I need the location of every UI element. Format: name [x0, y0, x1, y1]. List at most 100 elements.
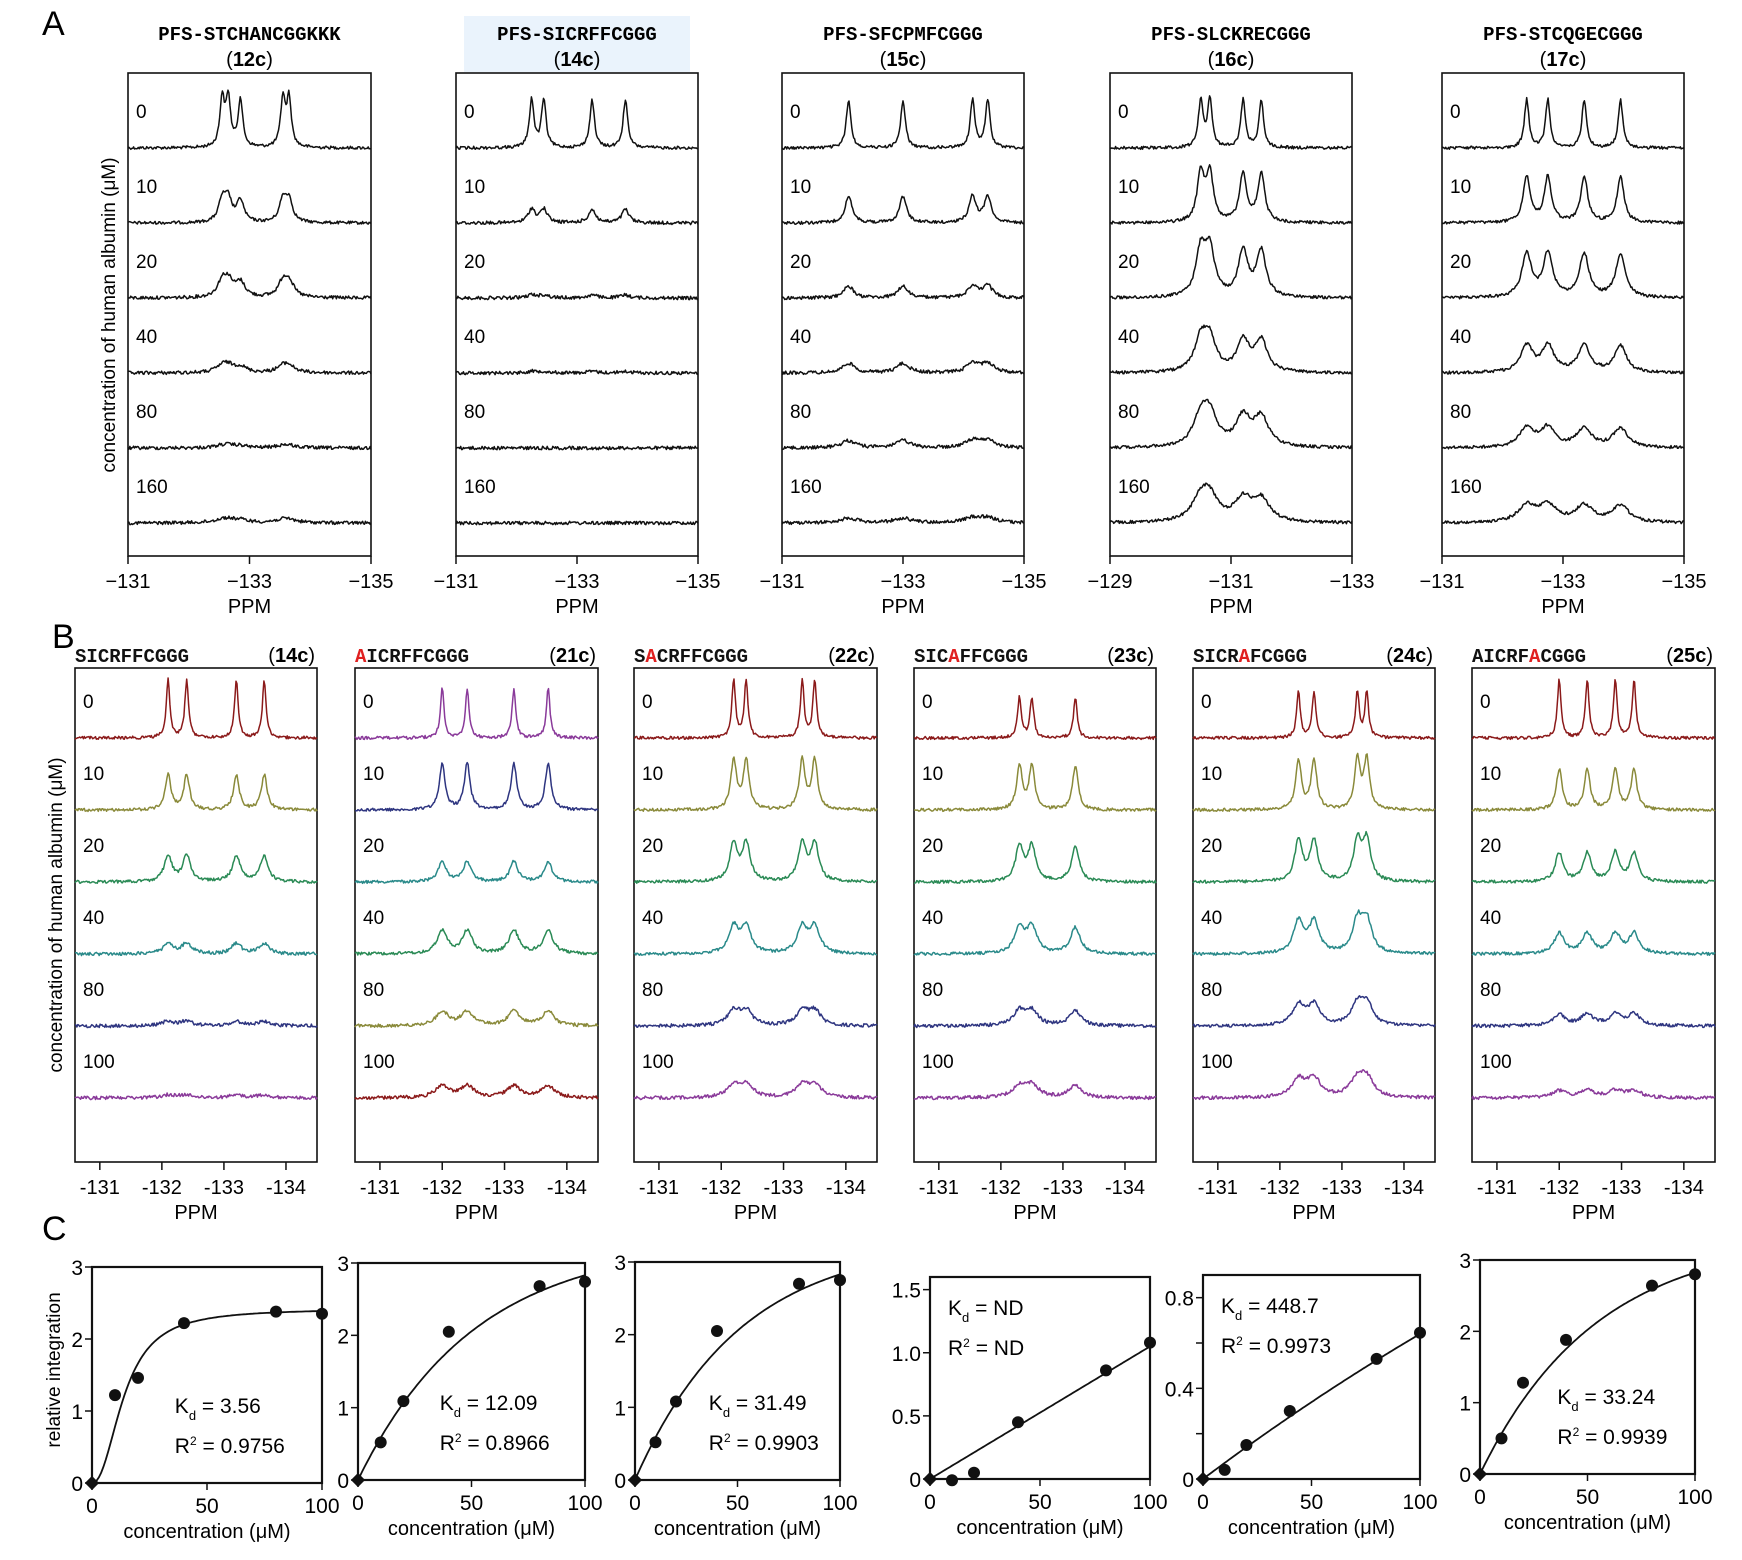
- data-point: [397, 1395, 410, 1408]
- spectrum-trace: [633, 1005, 878, 1029]
- spectrum-trace: [1192, 995, 1436, 1028]
- spectrum-trace: [781, 282, 1025, 301]
- r2-annotation: R2 = 0.8966: [440, 1431, 550, 1455]
- residue: G: [435, 646, 446, 668]
- title-highlight: [464, 16, 690, 72]
- x-tick-label: -133: [204, 1177, 244, 1199]
- r2-superscript: 2: [1573, 1425, 1580, 1439]
- concentration-label: 0: [1201, 692, 1212, 713]
- concentration-label: 0: [1118, 102, 1129, 123]
- data-point: [533, 1280, 546, 1293]
- residue: C: [1216, 646, 1227, 668]
- x-tick-label: -132: [142, 1177, 182, 1199]
- spectrum-trace: [1192, 690, 1436, 741]
- kd-annotation: Kd = 12.09: [440, 1392, 538, 1420]
- spectrum-title: AICRFACGGG: [1472, 646, 1586, 668]
- concentration-label: 10: [1118, 177, 1139, 198]
- data-point: [178, 1317, 190, 1330]
- concentration-label: 10: [83, 764, 104, 785]
- spectrum-title: PFS-SICRFFCGGG: [497, 24, 657, 46]
- data-point: [834, 1274, 846, 1287]
- spectrum-trace: [74, 677, 318, 740]
- mutated-residue: A: [1529, 646, 1541, 668]
- residue: G: [1552, 646, 1563, 668]
- kd-subscript: d: [1571, 1399, 1578, 1414]
- concentration-label: 80: [1118, 402, 1139, 423]
- concentration-label: 40: [922, 908, 943, 929]
- data-point: [670, 1395, 682, 1408]
- x-tick-label: -133: [1602, 1177, 1642, 1199]
- concentration-label: 20: [1201, 836, 1222, 857]
- r2-symbol: R: [1221, 1335, 1236, 1358]
- data-point: [1240, 1439, 1253, 1451]
- residue: C: [982, 646, 993, 668]
- concentration-label: 40: [790, 327, 811, 348]
- spectrum-trace: [74, 772, 318, 813]
- spectrum-trace: [781, 193, 1025, 225]
- y-axis-label-panel-b: concentration of human albumin (μM): [46, 757, 67, 1072]
- residue: F: [1518, 646, 1529, 668]
- spectrum-plot-15c: 0 10 20 40 80 160 −131 −133 −135 PPM: [759, 72, 1047, 618]
- concentration-label: 0: [1480, 692, 1491, 713]
- x-tick-label: −133: [1329, 571, 1374, 593]
- concentration-label: 10: [464, 177, 485, 198]
- spectrum-trace: [633, 755, 878, 812]
- concentration-label: 20: [136, 252, 157, 273]
- residue: G: [1017, 646, 1028, 668]
- concentration-label: 40: [642, 908, 663, 929]
- x-tick-label: 100: [822, 1492, 857, 1515]
- x-tick-label: −135: [675, 571, 720, 593]
- compound-id: 17c: [1546, 49, 1579, 71]
- x-tick-label: -132: [1539, 1177, 1579, 1199]
- y-tick-label: 1: [337, 1398, 349, 1421]
- kd-annotation: Kd = 448.7: [1221, 1295, 1319, 1323]
- spectrum-plot-25c: 0 10 20 40 80 100 -131 -132 -133 -134 PPM: [1471, 667, 1716, 1224]
- concentration-label: 80: [464, 402, 485, 423]
- spectrum-trace: [1441, 173, 1685, 225]
- x-tick-label: -134: [826, 1177, 866, 1199]
- x-tick-label: 50: [1576, 1486, 1599, 1509]
- residue: G: [1005, 646, 1016, 668]
- residue: G: [166, 646, 177, 668]
- fit-curve: [91, 1310, 323, 1484]
- kd-subscript: d: [962, 1310, 969, 1325]
- mutated-residue: A: [355, 646, 367, 668]
- spectrum-title: SACRFFCGGG: [634, 646, 748, 668]
- kd-subscript: d: [189, 1408, 196, 1423]
- x-tick-label: -133: [1322, 1177, 1362, 1199]
- r2-superscript: 2: [1236, 1334, 1243, 1348]
- data-point-origin: [1195, 1471, 1211, 1487]
- concentration-label: 160: [1450, 477, 1482, 498]
- spectrum-trace: [1192, 830, 1436, 884]
- fit-curve: [357, 1274, 586, 1481]
- r2-annotation: R2 = 0.9756: [175, 1434, 285, 1458]
- spectrum-plot-23c: 0 10 20 40 80 100 -131 -132 -133 -134 PPM: [913, 667, 1157, 1224]
- x-tick-label: −129: [1087, 571, 1132, 593]
- concentration-label: 10: [790, 177, 811, 198]
- x-tick-label: 100: [567, 1492, 602, 1515]
- data-point: [270, 1305, 282, 1318]
- x-tick-label: 100: [1402, 1491, 1437, 1514]
- data-point: [1560, 1333, 1572, 1346]
- spectrum-trace: [127, 515, 372, 526]
- fit-curve: [1202, 1333, 1421, 1480]
- y-tick-label: 0: [1459, 1464, 1471, 1487]
- data-point: [109, 1389, 121, 1402]
- r2-value: = 0.9939: [1579, 1426, 1667, 1449]
- concentration-label: 20: [464, 252, 485, 273]
- x-axis-label: PPM: [1013, 1202, 1056, 1224]
- residue: G: [446, 646, 457, 668]
- x-tick-label: -133: [764, 1177, 804, 1199]
- paren: (: [880, 49, 887, 71]
- paren: (: [549, 645, 556, 667]
- compound-id: 14c: [560, 49, 593, 71]
- spectrum-trace: [1109, 164, 1353, 225]
- residue: G: [1296, 646, 1307, 668]
- concentration-label: 40: [83, 908, 104, 929]
- concentration-label: 100: [1201, 1052, 1233, 1073]
- paren: (: [1208, 49, 1215, 71]
- data-point: [579, 1275, 591, 1288]
- data-point-origin: [1472, 1466, 1488, 1482]
- spectrum-trace: [1441, 422, 1685, 450]
